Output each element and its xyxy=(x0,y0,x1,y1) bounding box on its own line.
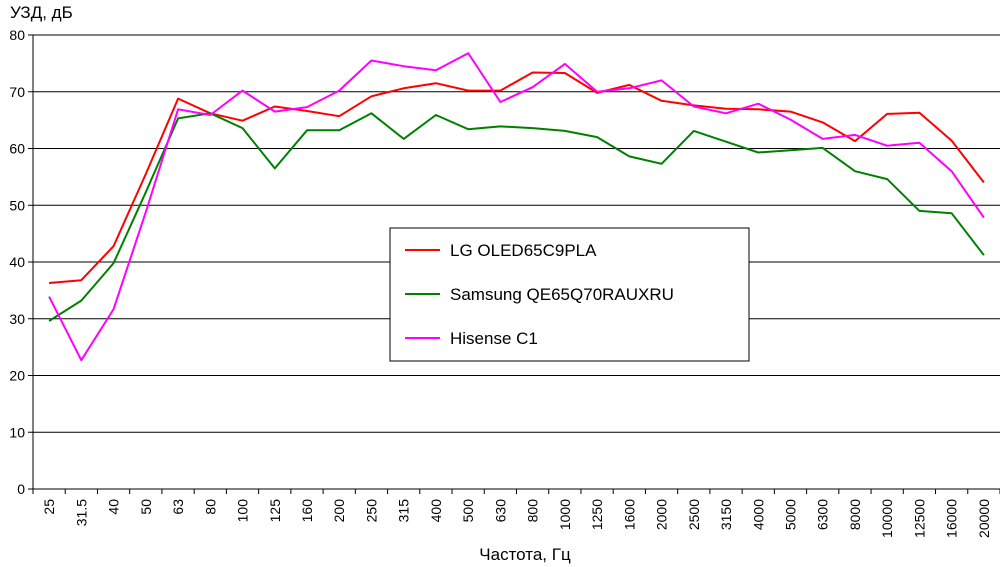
legend: LG OLED65C9PLA Samsung QE65Q70RAUXRU Hisen… xyxy=(389,227,750,362)
y-tick-labels: 0 10 20 30 40 50 60 70 80 xyxy=(9,27,25,497)
x-tick-label-5000: 5000 xyxy=(782,499,798,530)
x-tick-label-3150: 3150 xyxy=(718,499,734,530)
x-tick-label-25: 25 xyxy=(41,499,57,515)
x-tick-label-500: 500 xyxy=(460,499,476,523)
legend-box xyxy=(389,227,750,362)
x-tick-label-1000: 1000 xyxy=(557,499,573,530)
x-tick-label-6300: 6300 xyxy=(815,499,831,530)
x-tick-label-20000: 20000 xyxy=(976,499,992,538)
x-tick-label-12500: 12500 xyxy=(911,499,927,538)
x-tick-label-1250: 1250 xyxy=(589,499,605,530)
x-tick-label-31.5: 31.5 xyxy=(73,499,89,526)
axes xyxy=(28,34,1000,494)
y-tick-label-20: 20 xyxy=(9,368,25,384)
y-tick-label-70: 70 xyxy=(9,84,25,100)
series-lines xyxy=(48,52,985,362)
x-tick-label-100: 100 xyxy=(235,499,251,523)
x-tick-label-800: 800 xyxy=(525,499,541,523)
x-tick-label-40: 40 xyxy=(106,499,122,515)
legend-label-3: Hisense C1 xyxy=(450,329,538,348)
x-tick-labels: 25 31.5 40 50 63 80 100 125 160 200 250 315 400 500 63… xyxy=(41,499,992,538)
x-tick-label-2000: 2000 xyxy=(654,499,670,530)
x-tick-label-400: 400 xyxy=(428,499,444,523)
x-axis-label: Частота, Гц xyxy=(479,545,571,564)
x-tick-label-2500: 2500 xyxy=(686,499,702,530)
series-line-3 xyxy=(48,52,985,362)
legend-label-1: LG OLED65C9PLA xyxy=(450,241,597,260)
x-tick-label-315: 315 xyxy=(396,499,412,523)
series-line-1 xyxy=(49,71,985,284)
y-tick-label-40: 40 xyxy=(9,254,25,270)
x-tick-label-125: 125 xyxy=(267,499,283,523)
x-tick-label-1600: 1600 xyxy=(621,499,637,530)
x-tick-label-4000: 4000 xyxy=(750,499,766,530)
x-tick-label-16000: 16000 xyxy=(944,499,960,538)
x-tick-label-50: 50 xyxy=(138,499,154,515)
x-tick-label-63: 63 xyxy=(170,499,186,515)
y-axis-label: УЗД, дБ xyxy=(10,3,73,22)
y-tick-label-30: 30 xyxy=(9,311,25,327)
x-tick-label-80: 80 xyxy=(202,499,218,515)
x-tick-label-10000: 10000 xyxy=(879,499,895,538)
y-tick-label-60: 60 xyxy=(9,141,25,157)
x-tick-label-8000: 8000 xyxy=(847,499,863,530)
x-tick-label-160: 160 xyxy=(299,499,315,523)
y-tick-label-50: 50 xyxy=(9,197,25,213)
legend-label-2: Samsung QE65Q70RAUXRU xyxy=(450,285,674,304)
y-tick-label-80: 80 xyxy=(9,27,25,43)
x-tick-label-250: 250 xyxy=(363,499,379,523)
x-tick-label-200: 200 xyxy=(331,499,347,523)
y-tick-label-10: 10 xyxy=(9,424,25,440)
y-tick-label-0: 0 xyxy=(17,481,25,497)
x-tick-label-630: 630 xyxy=(492,499,508,523)
